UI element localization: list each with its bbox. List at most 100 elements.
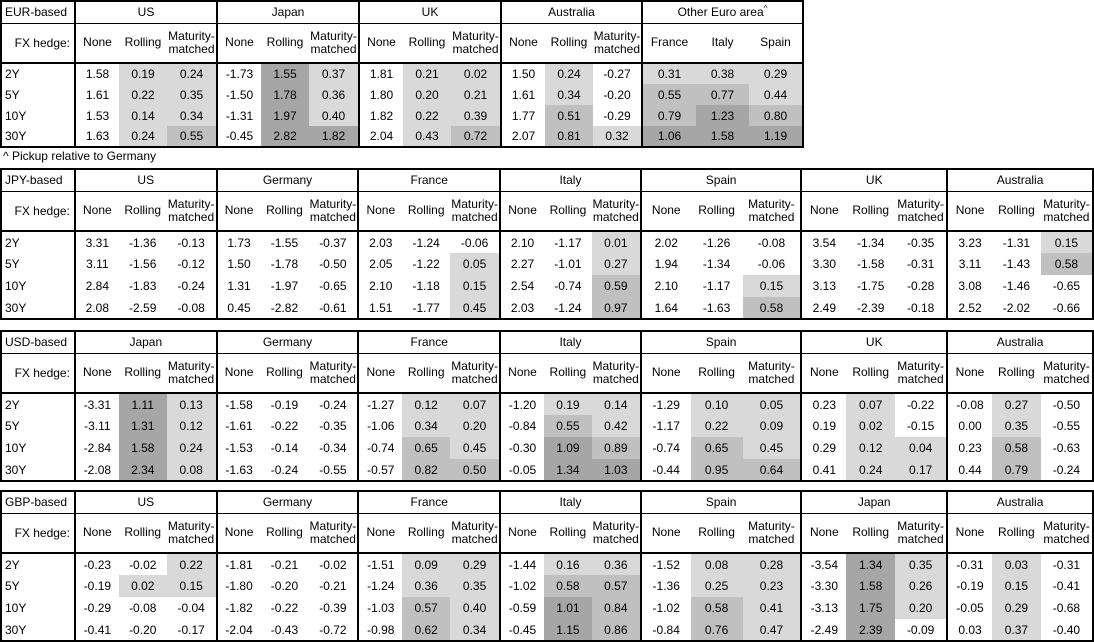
value-cell: -1.43 <box>1002 257 1031 271</box>
value-cell: 0.22 <box>403 105 451 126</box>
value-cell: 0.36 <box>309 84 359 105</box>
hedge-type-header: Maturity-matched <box>166 191 217 232</box>
value-cell: 2.84 <box>73 275 119 297</box>
country-group-title: Germany <box>215 491 359 514</box>
value-cell: 0.35 <box>167 84 217 105</box>
value-cell: 0.58 <box>742 297 802 319</box>
value-cell: -0.31 <box>946 553 992 575</box>
country-group-title: Australia <box>946 169 1093 192</box>
value-cell: 0.41 <box>742 597 802 619</box>
value-cell: 2.10 <box>357 275 403 297</box>
value-cell: -1.22 <box>412 257 440 271</box>
value-cell: 3.11 <box>946 253 992 275</box>
value-cell: 1.82 <box>358 105 403 126</box>
value-cell: -1.24 <box>554 300 582 315</box>
hedge-type-header: Maturity-matched <box>166 513 217 554</box>
fx-hedge-label: FX hedge: <box>1 191 75 232</box>
value-cell: -0.41 <box>73 619 119 641</box>
value-cell: 1.61 <box>74 84 119 105</box>
value-cell: 0.81 <box>545 126 593 147</box>
value-cell: 1.77 <box>500 105 545 126</box>
value-cell: 0.10 <box>690 393 743 415</box>
value-cell: -0.57 <box>357 459 403 481</box>
value-cell: 0.51 <box>545 105 593 126</box>
value-cell: 0.38 <box>696 63 749 84</box>
table-row: 10Y 2.84 -1.83 -0.24 1.31 -1.97 -0.65 2.10 -1.18… <box>1 275 1093 297</box>
value-cell: -1.31 <box>1002 235 1031 250</box>
value-cell: -2.39 <box>857 300 885 315</box>
value-cell: -0.24 <box>319 397 347 412</box>
value-cell: 0.15 <box>450 275 501 297</box>
value-cell: 0.04 <box>895 437 948 459</box>
hedge-type-header: Rolling <box>119 23 167 64</box>
hedge-type-header: Maturity-matched <box>1040 191 1093 232</box>
value-cell: -0.24 <box>1052 462 1081 477</box>
hedge-type-header: None <box>946 513 992 554</box>
hedge-type-header: Maturity-matched <box>308 191 359 232</box>
value-cell: 0.55 <box>167 126 217 147</box>
value-cell: -0.68 <box>1052 601 1081 615</box>
value-cell: 3.31 <box>73 231 119 253</box>
tenor-label: 2Y <box>5 67 20 81</box>
hedge-type-header: Maturity-matched <box>895 513 948 554</box>
value-cell: -0.08 <box>757 235 786 250</box>
value-cell: 0.39 <box>451 105 501 126</box>
value-cell: 1.01 <box>543 597 592 619</box>
value-cell: -1.78 <box>270 257 299 271</box>
value-cell: 0.03 <box>946 619 992 641</box>
value-cell: 0.55 <box>543 415 592 437</box>
value-cell: 0.31 <box>641 63 696 84</box>
value-cell: 2.03 <box>499 297 544 319</box>
value-cell: 2.82 <box>261 126 309 147</box>
value-cell: 0.23 <box>742 575 802 597</box>
fx-hedge-label: FX hedge: <box>1 353 75 394</box>
value-cell: 2.49 <box>800 297 847 319</box>
value-cell: 0.03 <box>991 553 1041 575</box>
value-cell: 1.03 <box>591 459 641 481</box>
tenor-label: 10Y <box>5 441 27 455</box>
value-cell: -0.37 <box>319 235 347 250</box>
value-cell: -1.46 <box>1002 279 1031 293</box>
value-cell: 2.04 <box>358 126 403 147</box>
value-cell: -0.18 <box>906 300 935 315</box>
tenor-label: 30Y <box>5 462 27 477</box>
value-cell: -0.02 <box>319 557 347 572</box>
value-cell: -0.65 <box>1052 279 1081 293</box>
value-cell: 0.27 <box>991 393 1041 415</box>
value-cell: -0.50 <box>1052 397 1081 412</box>
value-cell: -0.12 <box>177 257 205 271</box>
value-cell: 1.61 <box>500 84 545 105</box>
country-group-title: UK <box>800 331 948 354</box>
hedge-type-header: Rolling <box>991 353 1041 394</box>
value-cell: -2.04 <box>215 619 261 641</box>
pickup-country-header: Spain <box>749 23 803 64</box>
table-row: 30Y 1.63 0.24 0.55 -0.45 2.82 1.82 2.04 0.43 0.72… <box>1 126 803 147</box>
hedge-type-header: None <box>639 191 691 232</box>
value-cell: -0.04 <box>177 601 205 615</box>
value-cell: 0.55 <box>641 84 696 105</box>
value-cell: 0.84 <box>591 597 641 619</box>
value-cell: 0.40 <box>450 597 501 619</box>
value-cell: 0.64 <box>742 459 802 481</box>
hedge-type-header: Rolling <box>543 191 592 232</box>
hedge-type-header: Rolling <box>402 191 451 232</box>
value-cell: 0.15 <box>991 575 1041 597</box>
value-cell: -0.98 <box>357 619 403 641</box>
value-cell: 0.02 <box>118 575 167 597</box>
value-cell: 1.94 <box>639 253 691 275</box>
table-gbp-based: GBP-based US Germany France Italy Spain Japan A… <box>0 490 1094 642</box>
hedge-type-header: None <box>639 513 691 554</box>
value-cell: -1.50 <box>216 84 261 105</box>
value-cell: -0.59 <box>499 597 544 619</box>
value-cell: -0.13 <box>177 235 205 250</box>
hedge-type-header: Maturity-matched <box>591 191 641 232</box>
value-cell: -1.17 <box>639 415 691 437</box>
hedge-type-header: Rolling <box>402 513 451 554</box>
tenor-label: 2Y <box>5 557 20 572</box>
value-cell: -0.22 <box>270 601 299 615</box>
value-cell: 1.31 <box>215 275 261 297</box>
value-cell: 0.15 <box>742 275 802 297</box>
hedge-type-header: None <box>639 353 691 394</box>
value-cell: 0.22 <box>166 553 217 575</box>
